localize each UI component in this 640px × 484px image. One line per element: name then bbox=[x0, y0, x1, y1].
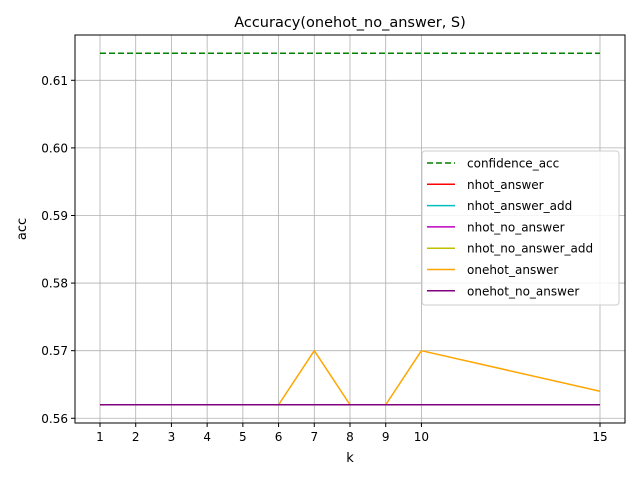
y-tick-label: 0.56 bbox=[41, 412, 68, 426]
y-tick-label: 0.57 bbox=[41, 344, 68, 358]
y-axis-label: acc bbox=[15, 218, 30, 240]
x-tick-label: 10 bbox=[414, 430, 429, 444]
x-tick-label: 8 bbox=[346, 430, 354, 444]
y-tick-label: 0.61 bbox=[41, 74, 68, 88]
x-tick-label: 3 bbox=[168, 430, 176, 444]
legend-label-nhot-no-answer-add: nhot_no_answer_add bbox=[467, 242, 593, 256]
x-tick-label: 5 bbox=[239, 430, 247, 444]
y-tick-label: 0.59 bbox=[41, 209, 68, 223]
x-tick-label: 15 bbox=[592, 430, 607, 444]
x-tick-label: 1 bbox=[96, 430, 104, 444]
legend-label-onehot-no-answer: onehot_no_answer bbox=[467, 284, 579, 298]
legend-box bbox=[421, 150, 620, 306]
x-tick-label: 2 bbox=[132, 430, 140, 444]
x-tick-label: 4 bbox=[203, 430, 211, 444]
axis-ticks: 1 2 3 4 5 6 7 8 9 10 15 0.56 0.57 0.58 0.59 0.60 0.61 bbox=[41, 74, 607, 444]
x-axis-label: k bbox=[346, 451, 354, 466]
x-tick-label: 6 bbox=[275, 430, 283, 444]
x-tick-label: 7 bbox=[310, 430, 318, 444]
legend-label-onehot-answer: onehot_answer bbox=[467, 263, 558, 277]
series-layer bbox=[100, 52, 601, 406]
y-tick-label: 0.60 bbox=[41, 141, 68, 155]
legend-label-nhot-answer-add: nhot_answer_add bbox=[467, 199, 572, 213]
x-tick-label: 9 bbox=[382, 430, 390, 444]
legend-label-nhot-answer: nhot_answer bbox=[467, 178, 544, 192]
y-tick-label: 0.58 bbox=[41, 277, 68, 291]
chart-title: Accuracy(onehot_no_answer, S) bbox=[234, 15, 466, 31]
legend: confidence_acc nhot_answer nhot_answer_add… bbox=[421, 150, 620, 306]
legend-label-confidence-acc: confidence_acc bbox=[467, 157, 559, 171]
legend-label-nhot-no-answer: nhot_no_answer bbox=[467, 220, 565, 234]
